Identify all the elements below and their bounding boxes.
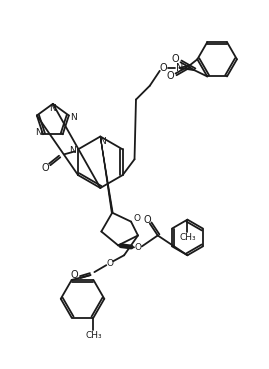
Text: N: N (49, 104, 56, 113)
Text: O: O (71, 270, 79, 280)
Text: N: N (35, 128, 41, 137)
Text: O: O (167, 72, 174, 82)
Text: O: O (133, 214, 140, 223)
Text: O: O (42, 163, 49, 173)
Text: O: O (134, 243, 141, 252)
Text: N: N (69, 146, 76, 155)
Text: N: N (99, 137, 106, 146)
Text: CH₃: CH₃ (85, 331, 102, 340)
Text: O: O (107, 259, 114, 268)
Text: O: O (160, 63, 168, 73)
Text: N: N (176, 63, 183, 73)
Text: O: O (143, 215, 151, 225)
Text: N: N (70, 113, 77, 122)
Text: O: O (172, 54, 179, 64)
Text: CH₃: CH₃ (179, 233, 196, 242)
